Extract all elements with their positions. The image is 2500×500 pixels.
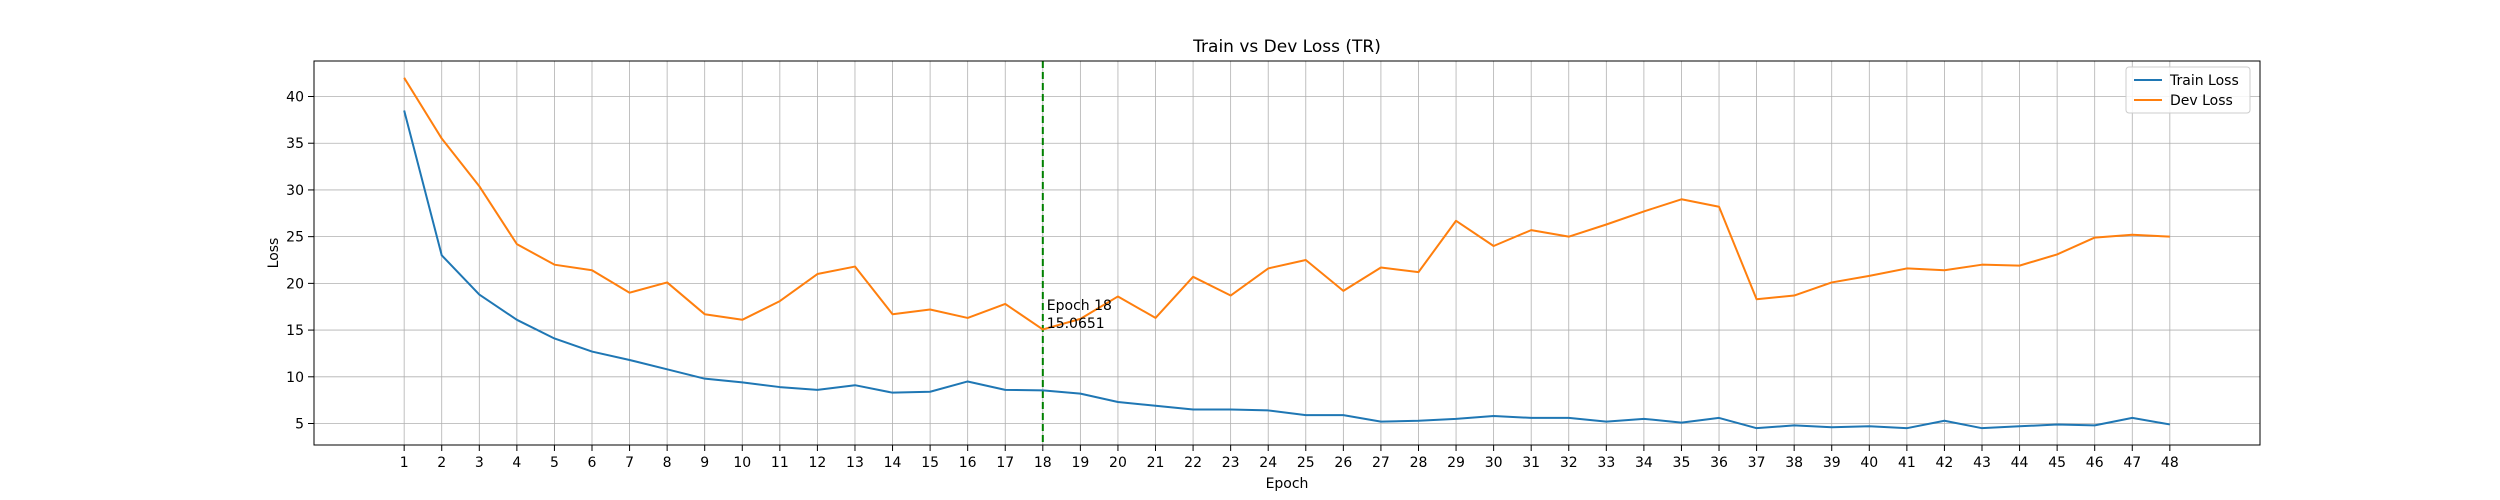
x-tick-label: 10 [733, 455, 751, 471]
x-tick-label: 47 [2123, 455, 2141, 471]
x-tick-label: 28 [1410, 455, 1428, 471]
x-tick-label: 9 [700, 455, 709, 471]
x-tick-label: 4 [512, 455, 521, 471]
series-layer [403, 77, 2171, 430]
legend-box [2125, 66, 2251, 114]
x-tick-label: 37 [1748, 455, 1766, 471]
y-tick-label: 5 [295, 417, 304, 433]
x-tick-label: 29 [1447, 455, 1465, 471]
y-axis-ticks: 5 10 15 20 25 30 35 40 [286, 90, 314, 433]
chart-title: Train vs Dev Loss (TR) [1192, 37, 1381, 57]
y-tick-label: 20 [286, 276, 304, 292]
x-tick-label: 1 [400, 455, 409, 471]
x-tick-label: 41 [1898, 455, 1916, 471]
x-tick-label: 46 [2086, 455, 2104, 471]
plot-frame [313, 60, 2261, 446]
x-tick-label: 13 [846, 455, 864, 471]
series-line-train-loss [403, 110, 2171, 430]
x-tick-label: 21 [1147, 455, 1165, 471]
x-tick-label: 19 [1071, 455, 1089, 471]
x-tick-label: 22 [1184, 455, 1202, 471]
x-tick-label: 2 [437, 455, 446, 471]
x-tick-label: 3 [475, 455, 484, 471]
x-tick-label: 6 [588, 455, 597, 471]
y-tick-label: 10 [286, 370, 304, 386]
x-tick-label: 38 [1785, 455, 1803, 471]
x-tick-label: 42 [1936, 455, 1954, 471]
x-tick-label: 20 [1109, 455, 1127, 471]
x-tick-label: 40 [1860, 455, 1878, 471]
x-tick-label: 33 [1597, 455, 1615, 471]
x-tick-label: 14 [884, 455, 902, 471]
x-tick-label: 25 [1297, 455, 1315, 471]
y-tick-label: 40 [286, 90, 304, 106]
grid-lines [314, 61, 2260, 445]
x-tick-label: 16 [959, 455, 977, 471]
x-tick-label: 27 [1372, 455, 1390, 471]
y-axis-label: Loss [266, 238, 282, 269]
x-tick-label: 18 [1034, 455, 1052, 471]
x-tick-label: 44 [2011, 455, 2029, 471]
x-tick-label: 8 [663, 455, 672, 471]
x-tick-label: 7 [625, 455, 634, 471]
y-tick-label: 35 [286, 136, 304, 152]
x-tick-label: 24 [1259, 455, 1277, 471]
legend-label-dev-loss: Dev Loss [2170, 93, 2233, 109]
x-tick-label: 11 [771, 455, 789, 471]
x-tick-label: 26 [1334, 455, 1352, 471]
best-epoch-annotation: Epoch 18 15.0651 [1047, 298, 1112, 332]
x-tick-label: 45 [2048, 455, 2066, 471]
legend: Train Loss Dev Loss [2125, 66, 2251, 114]
x-tick-label: 34 [1635, 455, 1653, 471]
x-tick-label: 15 [921, 455, 939, 471]
y-tick-label: 15 [286, 323, 304, 339]
x-tick-label: 48 [2161, 455, 2179, 471]
annotation-value-text: 15.0651 [1047, 316, 1105, 332]
x-tick-label: 36 [1710, 455, 1728, 471]
x-tick-label: 12 [808, 455, 826, 471]
x-tick-label: 5 [550, 455, 559, 471]
x-axis-label: Epoch [1266, 476, 1309, 492]
x-tick-label: 23 [1222, 455, 1240, 471]
x-tick-label: 30 [1485, 455, 1503, 471]
annotation-epoch-text: Epoch 18 [1047, 298, 1112, 314]
x-tick-label: 43 [1973, 455, 1991, 471]
x-axis-ticks: 1 2 3 4 5 6 7 8 9 10 11 12 13 14 15 16 17 18 19 20 21 22 23 24 2… [400, 445, 2179, 471]
y-tick-label: 25 [286, 230, 304, 246]
x-tick-label: 17 [996, 455, 1014, 471]
x-tick-label: 35 [1673, 455, 1691, 471]
y-tick-label: 30 [286, 183, 304, 199]
series-line-dev-loss [403, 77, 2170, 331]
x-tick-label: 31 [1522, 455, 1540, 471]
x-tick-label: 32 [1560, 455, 1578, 471]
x-tick-label: 39 [1823, 455, 1841, 471]
legend-label-train-loss: Train Loss [2169, 73, 2239, 89]
